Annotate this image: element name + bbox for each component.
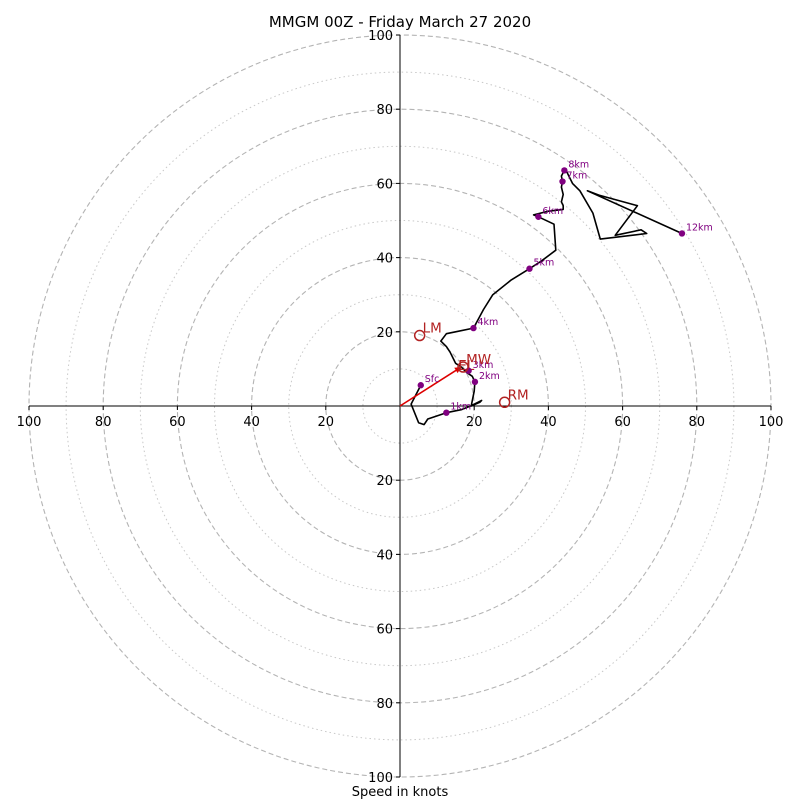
x-tick-label: 20 [466, 415, 483, 430]
y-tick-label: 100 [368, 771, 393, 786]
y-tick-label: 60 [376, 177, 393, 192]
height-point-label: 8km [568, 159, 589, 170]
height-point-label: 1km [450, 402, 471, 413]
height-point-label: 4km [477, 317, 498, 328]
x-tick-label: 60 [169, 415, 186, 430]
y-tick-label: 20 [376, 326, 393, 341]
storm-motion-label: LM [423, 321, 442, 337]
tick-marks: 100 80 60 40 20 20 40 60 80 100 100 80 60 40 20 20 40 60 8… [17, 29, 784, 786]
x-tick-label: 20 [318, 415, 335, 430]
x-axis-label: Speed in knots [352, 785, 449, 800]
x-tick-label: 100 [17, 415, 42, 430]
height-point-label: 3km [473, 360, 494, 371]
height-point-marker [470, 324, 477, 332]
x-tick-label: 80 [689, 415, 706, 430]
chart-title: MMGM 00Z - Friday March 27 2020 [269, 13, 531, 31]
y-tick-label: 80 [376, 697, 393, 712]
y-tick-label: 100 [368, 29, 393, 44]
storm-motion-marker [457, 361, 469, 373]
y-tick-label: 40 [376, 252, 393, 267]
height-point-marker [559, 178, 566, 185]
storm-motion-marker [413, 329, 426, 342]
mean-shear-vector [399, 366, 462, 407]
mean-shear-arrowhead [454, 367, 462, 374]
x-tick-label: 80 [95, 415, 112, 430]
y-tick-label: 60 [376, 623, 393, 638]
height-point-marker [535, 213, 542, 220]
x-tick-label: 100 [759, 415, 784, 430]
height-point-marker [678, 230, 686, 237]
x-tick-label: 40 [243, 415, 260, 430]
height-point-label: 12km [686, 222, 713, 233]
height-point-label: Sfc [425, 374, 440, 385]
x-tick-label: 60 [614, 415, 631, 430]
height-point-marker [417, 382, 424, 389]
storm-motion-label: MW [466, 352, 491, 368]
height-point-label: 7km [566, 171, 587, 182]
height-point-marker [526, 265, 533, 272]
height-point-marker [443, 409, 450, 416]
y-tick-label: 40 [376, 548, 393, 563]
hodograph-line [410, 169, 683, 426]
height-point-label: 2km [479, 371, 500, 382]
height-point-label: 6km [542, 206, 563, 217]
height-point-marker [561, 167, 568, 174]
storm-motion-label: RM [508, 387, 529, 403]
x-tick-label: 40 [540, 415, 557, 430]
y-tick-label: 20 [376, 474, 393, 489]
y-tick-label: 80 [376, 103, 393, 118]
height-point-label: 5km [533, 258, 554, 269]
storm-motion-marker [498, 396, 511, 409]
height-point-marker [471, 378, 479, 386]
